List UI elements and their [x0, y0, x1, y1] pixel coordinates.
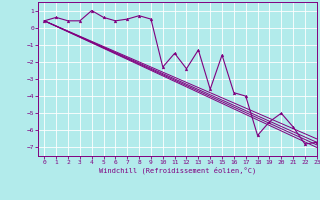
- X-axis label: Windchill (Refroidissement éolien,°C): Windchill (Refroidissement éolien,°C): [99, 167, 256, 174]
